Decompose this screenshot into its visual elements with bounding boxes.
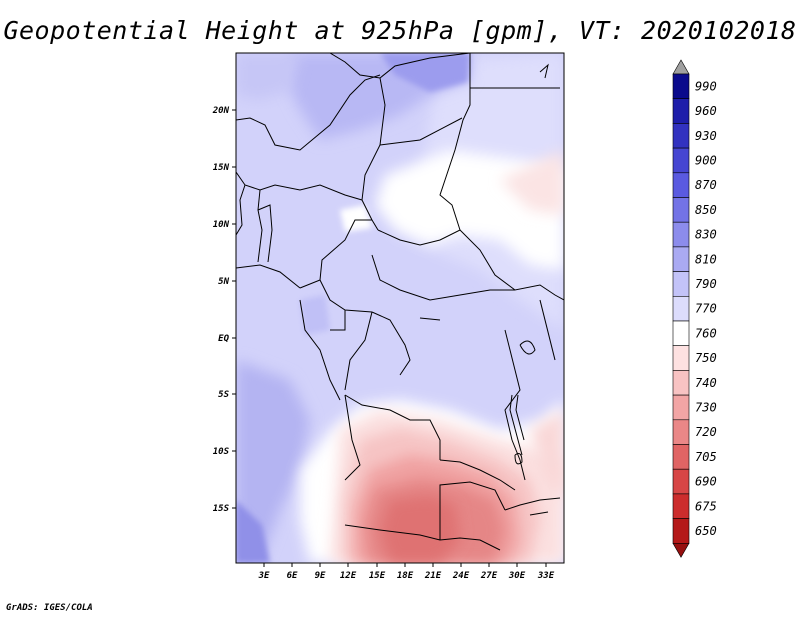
colorbar-level-label: 705: [695, 450, 717, 464]
colorbar-level-label: 690: [695, 475, 717, 489]
colorbar-swatch: [672, 197, 690, 223]
colorbar-level-label: 650: [695, 524, 717, 538]
colorbar-swatch: [672, 444, 690, 470]
colorbar-swatch: [672, 123, 690, 149]
height-field: [236, 53, 564, 563]
colorbar-level-label: 750: [695, 351, 717, 365]
lon-label: 12E: [340, 571, 357, 581]
colorbar-level-label: 730: [695, 400, 717, 414]
colorbar-level-label: 870: [695, 178, 717, 192]
colorbar-swatch: [672, 370, 690, 396]
lon-label: 27E: [480, 571, 498, 581]
lat-label: 15N: [213, 163, 230, 173]
colorbar-swatch: [672, 271, 690, 297]
lat-label: EQ: [218, 334, 229, 344]
colorbar-swatch: [672, 493, 690, 519]
colorbar-level-label: 740: [695, 376, 717, 390]
lon-label: 6E: [287, 571, 298, 581]
lon-label: 30E: [508, 571, 526, 581]
colorbar-swatch: [672, 147, 690, 174]
colorbar-level-label: 770: [695, 302, 717, 316]
lat-label: 15S: [213, 504, 230, 514]
lon-label: 18E: [397, 571, 414, 581]
lat-label: 10N: [213, 220, 230, 230]
colorbar-swatch: [672, 345, 690, 371]
colorbar-swatch: [672, 295, 690, 322]
colorbar-level-label: 760: [695, 326, 717, 340]
colorbar: 990 960 930 900 870 850 830 810 790 770 760 750 740 7…: [672, 59, 717, 558]
lon-label: 33E: [537, 571, 555, 581]
lat-label: 5S: [218, 390, 229, 400]
map-title: Geopotential Height at 925hPa [gpm], VT:…: [3, 16, 797, 45]
map-frame: [235, 52, 565, 564]
colorbar-level-label: 960: [695, 104, 717, 118]
lon-label: 24E: [452, 571, 470, 581]
colorbar-level-label: 720: [695, 425, 717, 439]
colorbar-swatch: [672, 73, 690, 100]
country-borders: [236, 53, 564, 551]
lon-label: 3E: [258, 571, 270, 581]
colorbar-swatch: [672, 246, 690, 272]
colorbar-level-label: 850: [695, 203, 717, 217]
colorbar-swatch: [672, 468, 690, 495]
colorbar-level-label: 830: [695, 228, 717, 242]
lon-label: 15E: [369, 571, 386, 581]
colorbar-level-label: 930: [695, 129, 717, 143]
lat-label: 20N: [212, 106, 230, 116]
axis-ticks: [232, 109, 547, 567]
lat-label: 5N: [218, 277, 229, 287]
colorbar-top-arrow: [672, 59, 690, 75]
colorbar-swatch: [672, 394, 690, 421]
colorbar-swatch: [672, 98, 690, 124]
lon-label: 9E: [315, 571, 326, 581]
colorbar-swatch: [672, 320, 690, 347]
colorbar-level-label: 790: [695, 277, 717, 291]
colorbar-level-label: 990: [695, 79, 717, 93]
colorbar-swatch: [672, 221, 690, 248]
colorbar-level-label: 900: [695, 153, 717, 167]
colorbar-swatch: [672, 419, 690, 445]
colorbar-swatch: [672, 518, 690, 544]
colorbar-swatch: [672, 172, 690, 198]
lon-label: 21E: [424, 571, 442, 581]
colorbar-level-label: 675: [695, 499, 717, 513]
lakes-coastline: [299, 63, 549, 516]
colorbar-bottom-arrow: [672, 543, 690, 558]
colorbar-level-label: 810: [695, 252, 717, 266]
lat-label: 10S: [213, 447, 230, 457]
grads-credit: GrADS: IGES/COLA: [6, 603, 93, 613]
